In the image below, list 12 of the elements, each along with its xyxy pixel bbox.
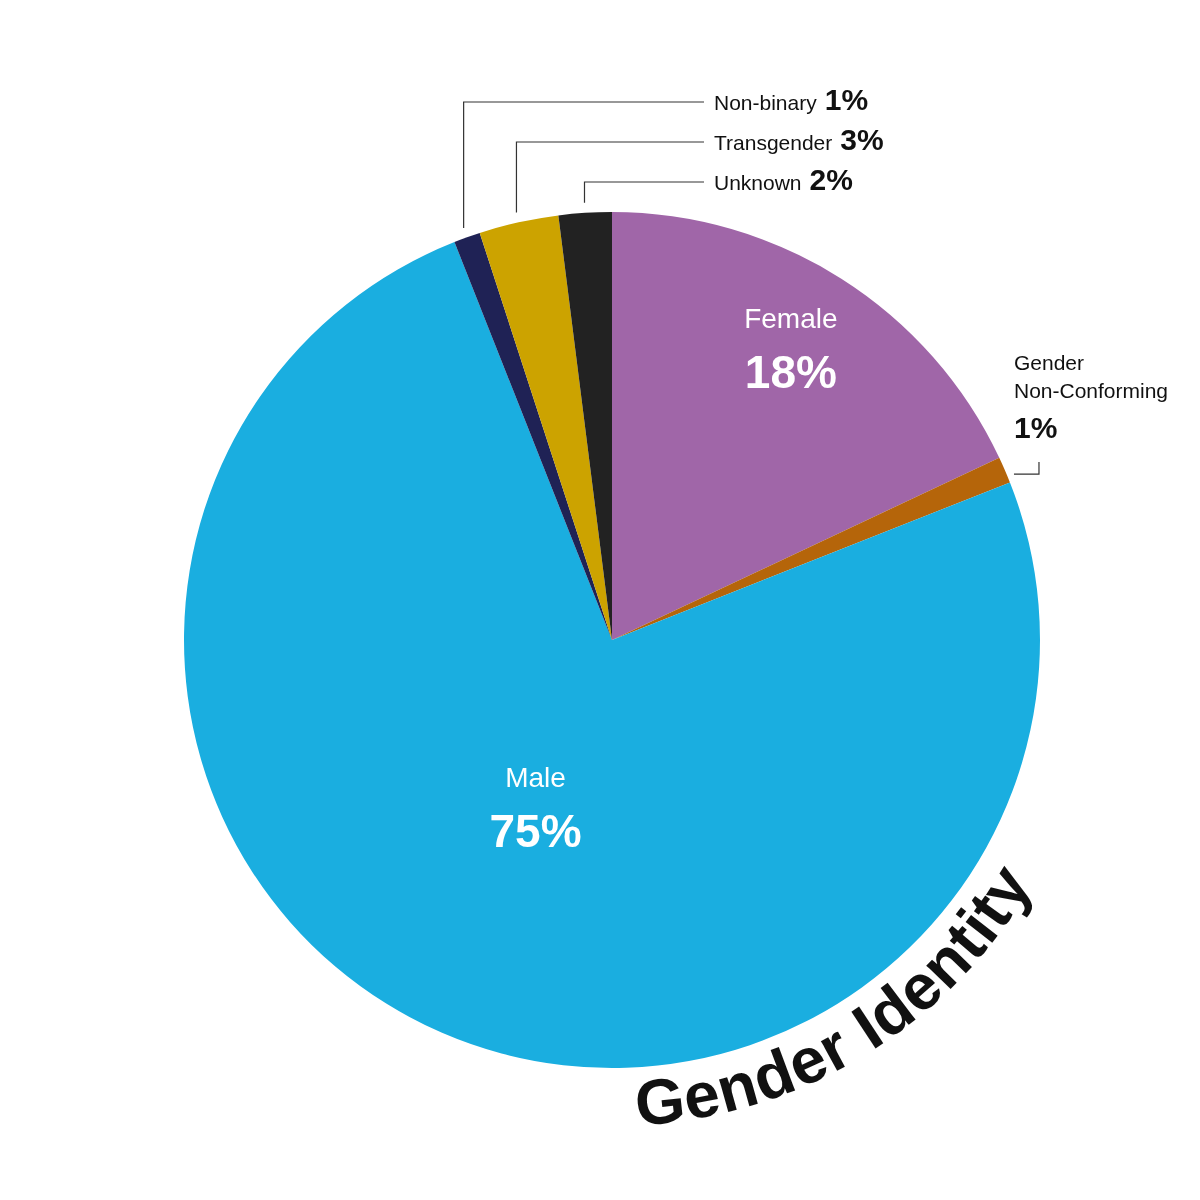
data-label: 18% <box>744 346 837 399</box>
data-label: 1% <box>1013 411 1058 445</box>
data-label: 2% <box>809 163 853 197</box>
slice-label: Transgender <box>714 130 833 154</box>
data-label: 1% <box>824 83 869 117</box>
slice-label: Gender Non-Conforming <box>1013 351 1169 403</box>
data-label: 3% <box>840 123 884 157</box>
slice-label: Unknown <box>714 170 802 194</box>
data-label: 75% <box>489 804 582 857</box>
slice-label: Female <box>744 303 838 335</box>
slice-label: Male <box>505 761 566 793</box>
slice-label: Non-binary <box>714 90 818 114</box>
